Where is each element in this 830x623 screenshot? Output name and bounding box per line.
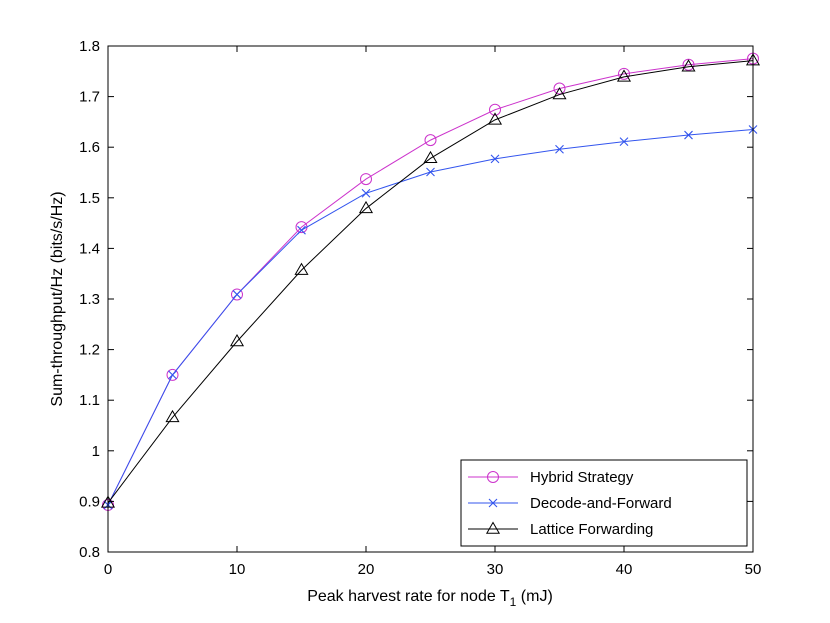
y-tick-label: 1.1 xyxy=(79,392,100,409)
data-point xyxy=(168,370,177,380)
y-tick-label: 1.2 xyxy=(79,342,100,359)
data-point xyxy=(166,368,179,381)
data-point xyxy=(423,150,438,164)
x-tick-label: 10 xyxy=(229,561,246,578)
data-point xyxy=(361,188,371,198)
legend-entry-decode-and-forward: Decode-and-Forward xyxy=(468,495,672,512)
x-axis-label: Peak harvest rate for node T1 (mJ) xyxy=(307,588,553,609)
y-tick-label: 1.6 xyxy=(79,139,100,156)
data-point xyxy=(552,87,567,100)
series-lattice-forwarding xyxy=(100,53,761,508)
legend-label: Lattice Forwarding xyxy=(530,521,653,538)
data-point xyxy=(616,69,632,82)
data-point xyxy=(555,144,564,154)
data-point xyxy=(553,82,566,95)
y-tick-label: 1.8 xyxy=(79,38,100,55)
data-point xyxy=(618,67,630,80)
x-tick-label: 50 xyxy=(745,561,762,578)
data-point xyxy=(682,58,695,71)
legend-label: Hybrid Strategy xyxy=(530,469,634,486)
data-point xyxy=(426,167,435,177)
legend-entry-lattice-forwarding: Lattice Forwarding xyxy=(468,521,653,538)
y-tick-label: 0.9 xyxy=(79,493,100,510)
data-point xyxy=(489,103,501,116)
x-tick-label: 30 xyxy=(487,561,504,578)
data-point xyxy=(232,290,242,299)
y-axis-label: Sum-throughput/Hz (bits/s/Hz) xyxy=(49,191,66,406)
data-point xyxy=(619,137,629,147)
data-point xyxy=(358,200,374,214)
y-tick-label: 1 xyxy=(92,443,100,460)
data-point xyxy=(490,154,500,164)
legend-marker xyxy=(485,521,501,534)
legend-marker xyxy=(487,471,499,483)
x-tick-label: 20 xyxy=(358,561,375,578)
data-point xyxy=(294,262,309,275)
series-decode-and-forward xyxy=(103,125,758,510)
data-point xyxy=(684,130,693,140)
data-point xyxy=(360,173,372,186)
data-point xyxy=(487,112,503,125)
y-tick-label: 1.5 xyxy=(79,190,100,207)
y-tick-label: 1.3 xyxy=(79,291,100,308)
y-tick-label: 1.7 xyxy=(79,89,100,106)
data-point xyxy=(424,134,437,147)
legend-label: Decode-and-Forward xyxy=(530,495,672,512)
data-point xyxy=(297,225,306,235)
y-tick-label: 0.8 xyxy=(79,544,100,561)
x-tick-label: 0 xyxy=(104,561,112,578)
data-point xyxy=(681,59,696,72)
data-point xyxy=(165,409,180,423)
series-line xyxy=(107,60,754,504)
data-point xyxy=(229,334,245,347)
legend-marker xyxy=(488,498,498,508)
x-tick-label: 40 xyxy=(616,561,633,578)
legend: Hybrid Strategy Decode-and-Forward Lattice… xyxy=(460,459,748,547)
data-point xyxy=(231,288,243,301)
y-tick-label: 1.4 xyxy=(79,240,100,257)
legend-entry-hybrid-strategy: Hybrid Strategy xyxy=(468,469,634,486)
